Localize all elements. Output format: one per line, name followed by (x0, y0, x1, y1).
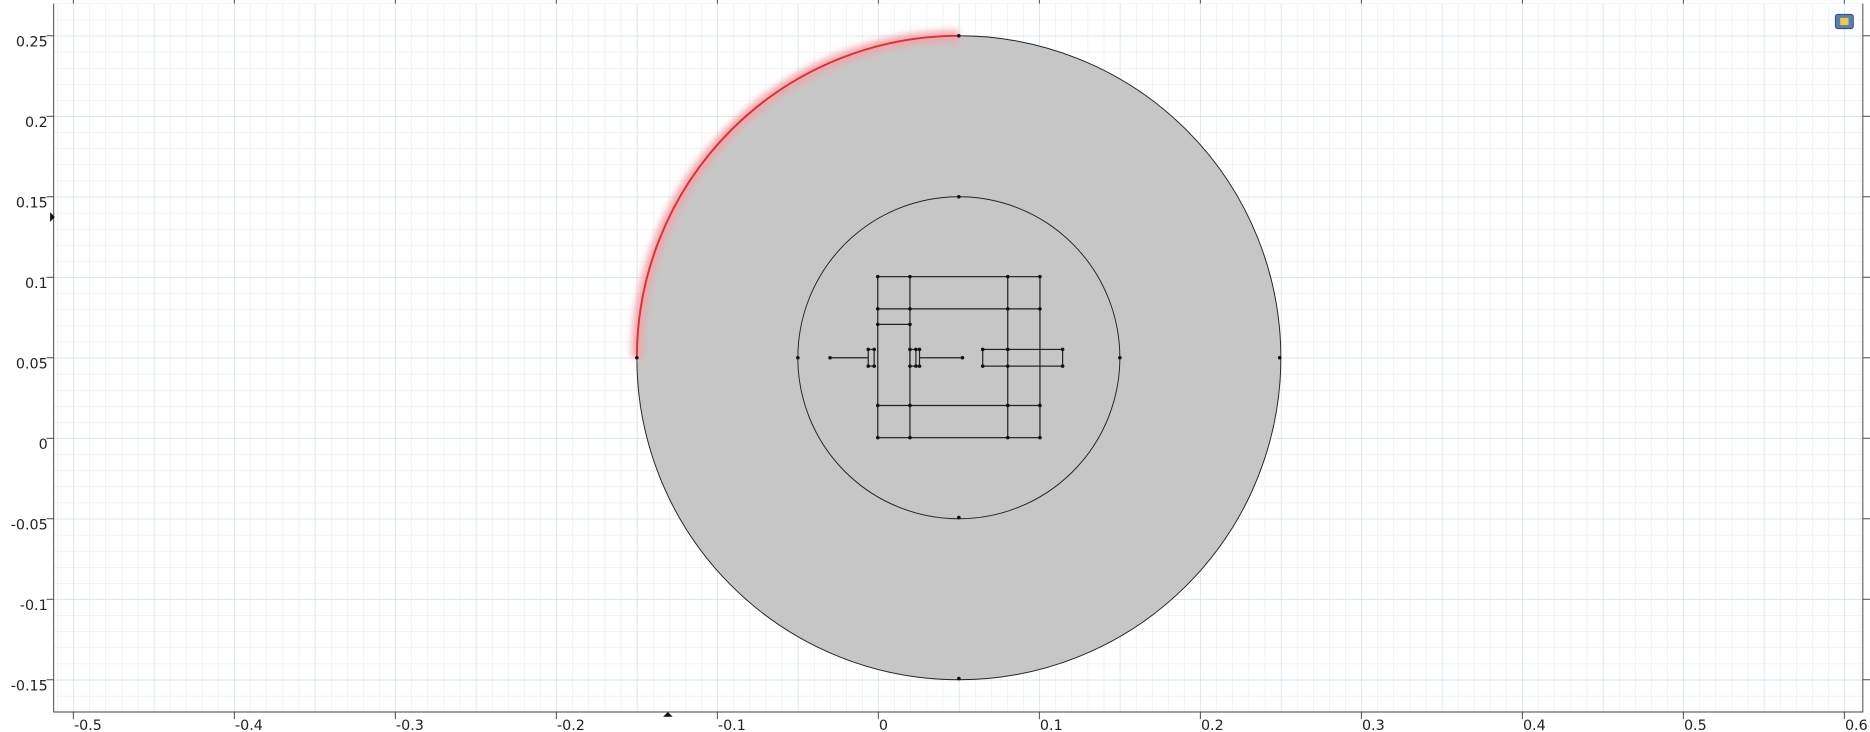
x-tick-label: -0.3 (396, 718, 424, 732)
x-marker (663, 711, 673, 717)
x-tick-label: 0.6 (1845, 718, 1868, 732)
y-tick-label: -0.1 (20, 598, 48, 614)
y-tick-label: 0.1 (25, 276, 48, 292)
y-tick-label: 0.15 (16, 196, 48, 212)
x-tick-label: 0 (879, 718, 888, 732)
vertices (635, 33, 1282, 681)
view-icon[interactable] (1834, 13, 1854, 30)
selected-edge[interactable] (635, 34, 959, 358)
y-tick-label: 0 (39, 437, 48, 453)
y-tick-label: 0.2 (25, 115, 48, 131)
x-tick-label: 0.5 (1684, 718, 1707, 732)
y-marker (50, 212, 55, 222)
x-tick-label: -0.1 (718, 718, 746, 732)
y-tick-label: 0.25 (16, 35, 48, 51)
y-tick-label: -0.05 (11, 518, 48, 534)
x-tick-label: 0.2 (1201, 718, 1224, 732)
x-tick-label: 0.3 (1362, 718, 1385, 732)
x-tick-label: -0.2 (557, 718, 585, 732)
y-tick-label: 0.05 (16, 357, 48, 373)
x-tick-label: -0.5 (74, 718, 102, 732)
x-tick-label: -0.4 (235, 718, 263, 732)
plot-area (53, 3, 1863, 712)
x-tick-label: 0.4 (1523, 718, 1546, 732)
y-tick-label: -0.15 (11, 678, 48, 694)
x-tick-label: 0.1 (1040, 718, 1063, 732)
inner-geometry[interactable] (830, 276, 1064, 439)
